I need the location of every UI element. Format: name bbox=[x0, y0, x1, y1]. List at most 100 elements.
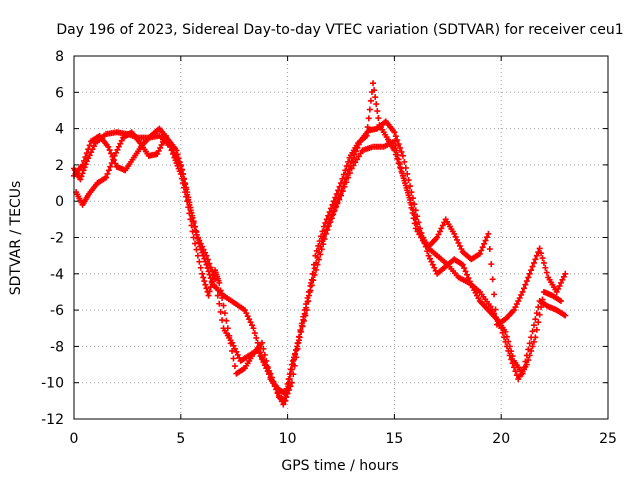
y-tick-label: -4 bbox=[50, 267, 64, 283]
data-point bbox=[224, 325, 231, 332]
data-point bbox=[296, 334, 303, 341]
data-point bbox=[256, 350, 263, 357]
data-point bbox=[530, 259, 537, 266]
data-point bbox=[408, 189, 415, 196]
data-point bbox=[391, 147, 398, 154]
data-point bbox=[331, 207, 338, 214]
data-point bbox=[530, 322, 537, 329]
data-point bbox=[529, 328, 536, 335]
data-point bbox=[317, 251, 324, 258]
data-point bbox=[332, 194, 339, 201]
data-point bbox=[294, 343, 301, 350]
series-track-c bbox=[73, 80, 569, 397]
data-point bbox=[249, 322, 255, 329]
data-point bbox=[291, 354, 298, 361]
data-point bbox=[227, 340, 234, 347]
data-point bbox=[202, 249, 209, 256]
data-point bbox=[466, 278, 473, 285]
data-point bbox=[319, 228, 326, 235]
data-point bbox=[355, 153, 362, 160]
data-point bbox=[485, 230, 492, 237]
data-point bbox=[428, 258, 435, 265]
data-point bbox=[178, 175, 185, 182]
y-tick-label: 6 bbox=[55, 85, 64, 101]
data-point bbox=[523, 352, 530, 359]
data-point bbox=[343, 163, 350, 170]
data-point bbox=[285, 376, 292, 383]
data-point bbox=[401, 158, 408, 165]
data-point bbox=[328, 215, 335, 222]
data-point bbox=[200, 274, 207, 281]
data-point bbox=[532, 316, 539, 323]
data-point bbox=[103, 174, 110, 181]
data-point bbox=[201, 255, 208, 262]
data-point bbox=[370, 80, 377, 87]
data-point bbox=[526, 340, 533, 347]
data-point bbox=[336, 183, 343, 190]
data-point bbox=[512, 368, 519, 375]
data-point bbox=[429, 261, 436, 268]
data-point bbox=[193, 246, 200, 253]
data-point bbox=[322, 219, 329, 226]
data-point bbox=[188, 222, 195, 229]
data-point bbox=[529, 263, 536, 270]
data-point bbox=[219, 295, 226, 301]
data-point bbox=[345, 158, 352, 165]
data-point bbox=[476, 250, 483, 257]
grid bbox=[74, 56, 608, 419]
data-point bbox=[77, 176, 84, 183]
data-point bbox=[339, 175, 346, 182]
data-point bbox=[207, 284, 214, 291]
series-track-b bbox=[71, 118, 569, 408]
data-point bbox=[258, 356, 265, 363]
data-point bbox=[458, 245, 465, 252]
data-point bbox=[309, 270, 316, 277]
data-point bbox=[324, 226, 331, 233]
x-axis-label: GPS time / hours bbox=[281, 458, 398, 474]
data-point bbox=[506, 343, 513, 350]
data-point bbox=[395, 160, 402, 167]
data-point bbox=[288, 361, 295, 368]
data-point bbox=[295, 339, 302, 346]
data-point bbox=[168, 147, 175, 154]
data-point bbox=[181, 184, 188, 191]
data-point bbox=[522, 358, 529, 365]
data-point bbox=[528, 267, 535, 274]
data-point bbox=[478, 247, 485, 254]
y-tick-label: 8 bbox=[55, 49, 64, 65]
data-point bbox=[154, 151, 161, 158]
data-point bbox=[402, 182, 409, 189]
data-point bbox=[200, 246, 207, 253]
data-point bbox=[438, 225, 445, 232]
data-point bbox=[162, 132, 169, 139]
data-point bbox=[394, 137, 401, 144]
data-point bbox=[164, 136, 171, 143]
data-point bbox=[223, 317, 230, 324]
data-point bbox=[216, 300, 223, 307]
data-point bbox=[292, 350, 299, 357]
data-point bbox=[287, 366, 294, 373]
data-point bbox=[436, 228, 443, 235]
data-point bbox=[229, 347, 236, 354]
data-point bbox=[532, 256, 539, 263]
data-point bbox=[187, 207, 194, 214]
data-point bbox=[342, 167, 349, 174]
data-point bbox=[320, 223, 327, 230]
data-point bbox=[226, 332, 233, 339]
data-point bbox=[363, 132, 370, 139]
data-point bbox=[220, 302, 227, 309]
data-point bbox=[315, 242, 322, 249]
data-point bbox=[323, 230, 330, 237]
data-point bbox=[157, 144, 164, 151]
data-point bbox=[375, 115, 382, 122]
data-point bbox=[392, 151, 399, 158]
data-point bbox=[372, 94, 379, 101]
data-point bbox=[518, 291, 525, 298]
x-tick-label: 10 bbox=[279, 431, 297, 447]
data-point bbox=[456, 242, 463, 249]
x-tick-label: 15 bbox=[385, 431, 403, 447]
data-point bbox=[520, 364, 527, 371]
data-point bbox=[407, 196, 414, 203]
data-point bbox=[106, 147, 113, 154]
